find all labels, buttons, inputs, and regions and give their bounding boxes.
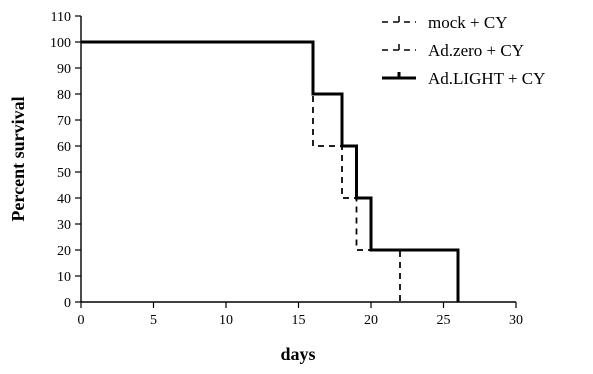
legend-label: Ad.LIGHT + CY <box>428 69 545 88</box>
series-line-3 <box>81 40 460 302</box>
legend-item-1: mock + CY <box>382 13 507 32</box>
y-tick-label: 30 <box>57 218 71 233</box>
series-line-1 <box>81 41 401 302</box>
y-tick-label: 90 <box>57 62 71 77</box>
x-axis-title: days <box>280 344 315 364</box>
legend-item-3: Ad.LIGHT + CY <box>382 69 545 88</box>
y-tick-label: 40 <box>57 192 71 207</box>
legend-label: mock + CY <box>428 13 507 32</box>
y-tick-label: 50 <box>57 166 71 181</box>
series-line-2 <box>81 41 401 302</box>
y-tick-label: 100 <box>50 36 71 51</box>
x-tick-label: 30 <box>509 313 523 328</box>
y-tick-label: 10 <box>57 270 71 285</box>
y-tick-label: 20 <box>57 244 71 259</box>
y-tick-label: 60 <box>57 140 71 155</box>
x-tick-label: 20 <box>364 313 378 328</box>
x-axis: 0 5 10 15 20 25 30 <box>78 301 523 328</box>
legend-label: Ad.zero + CY <box>428 41 524 60</box>
x-tick-label: 25 <box>437 313 451 328</box>
y-axis-title: Percent survival <box>8 96 28 221</box>
x-tick-label: 15 <box>292 313 306 328</box>
legend-item-2: Ad.zero + CY <box>382 41 524 60</box>
x-tick-label: 0 <box>78 313 85 328</box>
series-group <box>81 40 460 302</box>
legend: mock + CY Ad.zero + CY Ad.LIGHT + CY <box>382 13 545 88</box>
y-tick-label: 0 <box>64 296 71 311</box>
y-ticks: 0 10 20 30 40 50 60 70 80 90 100 110 <box>50 10 81 311</box>
y-tick-label: 80 <box>57 88 71 103</box>
x-tick-label: 10 <box>219 313 233 328</box>
y-tick-label: 70 <box>57 114 71 129</box>
y-tick-label: 110 <box>51 10 71 25</box>
x-ticks: 0 5 10 15 20 25 30 <box>78 302 523 328</box>
y-axis: 0 10 20 30 40 50 60 70 80 90 100 110 <box>50 10 82 311</box>
x-tick-label: 5 <box>150 313 157 328</box>
